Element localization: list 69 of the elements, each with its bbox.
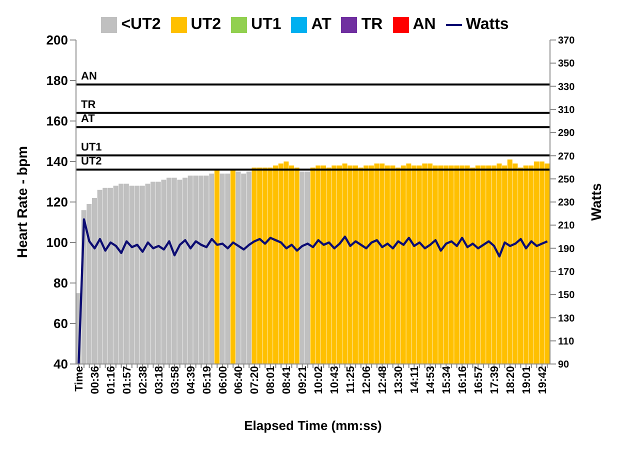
x-tick-label: 16:16 bbox=[456, 366, 469, 394]
y2-tick-label: 110 bbox=[558, 336, 575, 348]
x-tick-label: 06:00 bbox=[217, 366, 230, 394]
y-tick-label: 100 bbox=[46, 235, 68, 250]
y-tick-label: 140 bbox=[46, 154, 68, 170]
x-tick-label: 14:53 bbox=[424, 366, 437, 394]
x-tick-label: 19:42 bbox=[536, 366, 549, 394]
x-tick-label: 05:19 bbox=[201, 366, 214, 394]
ref-line-label: UT2 bbox=[81, 156, 102, 168]
x-tick-label: 13:30 bbox=[393, 366, 406, 394]
x-tick-label: 15:34 bbox=[440, 365, 453, 394]
x-tick-label: 18:20 bbox=[504, 366, 517, 394]
y2-tick-label: 210 bbox=[558, 220, 576, 232]
y2-axis-title: Watts bbox=[588, 182, 604, 221]
x-tick-label: 02:38 bbox=[137, 366, 150, 394]
ref-line-label: UT1 bbox=[81, 141, 102, 154]
y-tick-label: 200 bbox=[46, 32, 68, 48]
ref-line-label: AT bbox=[81, 113, 96, 126]
y2-tick-label: 370 bbox=[558, 36, 576, 47]
x-tick-label: 10:02 bbox=[313, 366, 326, 394]
y2-tick-label: 310 bbox=[558, 104, 576, 116]
x-axis-title: Elapsed Time (mm:ss) bbox=[244, 418, 382, 433]
x-tick-label: 10:43 bbox=[329, 366, 342, 394]
legend-label: UT2 bbox=[190, 16, 222, 33]
y2-tick-label: 350 bbox=[558, 58, 576, 70]
x-tick-label: 04:39 bbox=[185, 366, 198, 394]
x-tick-label: 17:39 bbox=[488, 366, 501, 394]
x-tick-label: 03:18 bbox=[153, 366, 166, 394]
y2-tick-label: 250 bbox=[558, 174, 576, 186]
y-tick-label: 80 bbox=[54, 276, 68, 291]
x-tick-label: 08:01 bbox=[265, 366, 278, 394]
y2-tick-label: 190 bbox=[558, 244, 576, 255]
x-tick-label: 19:01 bbox=[520, 366, 533, 394]
y-tick-label: 160 bbox=[46, 114, 68, 129]
y-tick-label: 180 bbox=[46, 73, 68, 88]
x-tick-label: 12:06 bbox=[361, 366, 374, 394]
ref-line-label: AN bbox=[81, 70, 97, 83]
x-tick-label: 03:58 bbox=[169, 366, 182, 394]
y2-tick-label: 130 bbox=[558, 313, 576, 324]
y2-tick-label: 330 bbox=[558, 82, 576, 93]
x-tick-label: Time bbox=[73, 366, 86, 392]
y2-tick-label: 290 bbox=[558, 128, 576, 140]
y2-tick-label: 90 bbox=[558, 360, 570, 371]
y-tick-label: 60 bbox=[54, 316, 68, 332]
legend-label: <UT2 bbox=[121, 16, 161, 33]
x-tick-label: 08:41 bbox=[281, 366, 294, 394]
legend-label: AT bbox=[311, 16, 332, 33]
y-tick-label: 40 bbox=[54, 356, 68, 372]
x-tick-label: 09:21 bbox=[297, 366, 310, 394]
ref-line-label: TR bbox=[81, 98, 96, 111]
legend-label: UT1 bbox=[251, 16, 282, 33]
x-tick-label: 11:25 bbox=[345, 366, 358, 394]
y2-tick-label: 150 bbox=[558, 290, 576, 302]
legend-label: AN bbox=[412, 16, 436, 33]
x-tick-label: 06:40 bbox=[233, 366, 246, 394]
legend-label: Watts bbox=[466, 16, 509, 33]
x-tick-label: 12:48 bbox=[377, 366, 390, 394]
x-tick-label: 14:11 bbox=[409, 366, 421, 394]
y2-tick-label: 270 bbox=[558, 151, 576, 162]
y2-tick-label: 170 bbox=[558, 266, 576, 278]
x-tick-label: 01:57 bbox=[121, 366, 134, 394]
y-axis-title: Heart Rate - bpm bbox=[14, 146, 30, 258]
x-tick-label: 01:16 bbox=[105, 366, 118, 394]
x-tick-label: 00:36 bbox=[89, 366, 102, 394]
y-tick-label: 120 bbox=[46, 194, 68, 210]
legend-label: TR bbox=[361, 16, 383, 33]
x-tick-label: 16:57 bbox=[472, 366, 485, 394]
y2-tick-label: 230 bbox=[558, 198, 576, 209]
x-tick-label: 07:20 bbox=[249, 366, 262, 394]
